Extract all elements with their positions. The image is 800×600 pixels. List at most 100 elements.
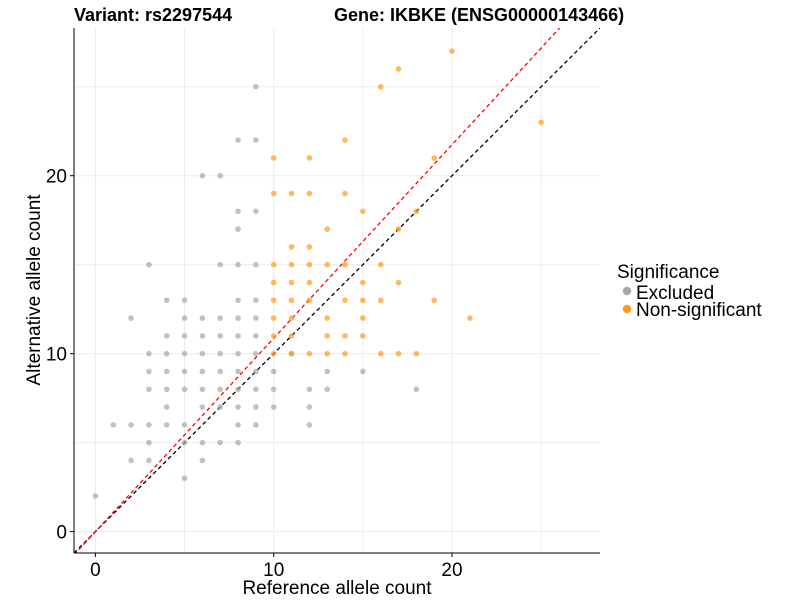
point-excluded [253, 386, 259, 393]
point-excluded [199, 368, 206, 375]
point-excluded [146, 261, 152, 268]
reference-line-identity [74, 28, 600, 553]
point-excluded [360, 368, 366, 375]
point-excluded [181, 368, 188, 375]
point-non-significant [270, 190, 277, 197]
point-excluded [235, 368, 241, 375]
point-non-significant [324, 350, 330, 357]
legend-label-excluded: Excluded [636, 283, 714, 304]
x-tick-label: 0 [90, 560, 101, 581]
point-excluded [324, 386, 330, 393]
point-excluded [163, 368, 170, 375]
point-excluded [181, 315, 188, 321]
point-non-significant [288, 315, 295, 321]
point-excluded [163, 386, 170, 393]
point-non-significant [342, 333, 348, 339]
point-excluded [235, 315, 241, 321]
point-excluded [253, 208, 259, 215]
point-non-significant [324, 315, 330, 321]
point-non-significant [306, 155, 313, 161]
point-excluded [146, 439, 152, 446]
point-non-significant [306, 244, 313, 250]
point-excluded [217, 404, 224, 410]
point-non-significant [306, 297, 313, 304]
point-non-significant [360, 333, 366, 339]
point-excluded [235, 422, 241, 428]
point-non-significant [342, 261, 348, 268]
point-excluded [146, 457, 152, 464]
axes: 0 10 20 0 10 20 [46, 28, 600, 581]
point-non-significant [270, 315, 277, 321]
point-non-significant [377, 261, 384, 268]
point-excluded [217, 261, 224, 268]
point-excluded [253, 404, 259, 410]
point-excluded [235, 297, 241, 304]
point-excluded [270, 404, 277, 410]
y-tick-label: 20 [46, 167, 67, 188]
point-non-significant [431, 155, 437, 161]
point-non-significant [324, 333, 330, 339]
point-excluded [199, 457, 206, 464]
y-axis-title: Alternative allele count [24, 194, 45, 386]
chart-title-gene: Gene: IKBKE (ENSG00000143466) [334, 5, 624, 25]
point-non-significant [413, 208, 420, 215]
point-excluded [163, 350, 170, 357]
point-non-significant [288, 279, 295, 286]
point-excluded [146, 368, 152, 375]
point-excluded [253, 350, 259, 357]
point-excluded [253, 315, 259, 321]
point-excluded [235, 137, 241, 143]
point-non-significant [342, 190, 348, 197]
point-excluded [270, 368, 277, 375]
point-excluded [270, 386, 277, 393]
point-non-significant [324, 261, 330, 268]
point-non-significant [342, 350, 348, 357]
point-excluded [306, 386, 313, 393]
point-non-significant [360, 208, 366, 215]
point-non-significant [360, 279, 366, 286]
legend-key-non-significant [622, 304, 632, 314]
point-excluded [146, 422, 152, 428]
point-non-significant [270, 333, 277, 339]
x-tick-label: 10 [263, 560, 284, 581]
point-non-significant [342, 137, 348, 143]
point-excluded [181, 350, 188, 357]
point-excluded [306, 422, 313, 428]
point-excluded [199, 315, 206, 321]
point-non-significant [270, 279, 277, 286]
point-non-significant [538, 119, 544, 126]
point-excluded [199, 333, 206, 339]
point-non-significant [306, 279, 313, 286]
point-non-significant [360, 297, 366, 304]
point-excluded [235, 208, 241, 215]
point-non-significant [270, 261, 277, 268]
point-excluded [253, 333, 259, 339]
point-excluded [413, 386, 420, 393]
point-non-significant [413, 350, 420, 357]
point-excluded [181, 386, 188, 393]
legend-key-excluded [622, 286, 632, 296]
point-non-significant [288, 333, 295, 339]
reference-lines [74, 28, 600, 553]
point-non-significant [377, 297, 384, 304]
point-non-significant [360, 315, 366, 321]
point-non-significant [270, 297, 277, 304]
point-excluded [217, 368, 224, 375]
x-tick-label: 20 [441, 560, 462, 581]
point-excluded [128, 422, 134, 428]
point-excluded [253, 83, 259, 90]
point-excluded [199, 172, 206, 179]
point-non-significant [377, 350, 384, 357]
point-excluded [217, 439, 224, 446]
point-excluded [324, 368, 330, 375]
point-excluded [199, 404, 206, 410]
data-points [92, 48, 544, 499]
point-excluded [235, 333, 241, 339]
point-non-significant [395, 350, 402, 357]
point-excluded [181, 475, 188, 482]
point-non-significant [395, 66, 402, 72]
point-excluded [217, 172, 224, 179]
point-non-significant [324, 226, 330, 232]
point-non-significant [288, 244, 295, 250]
